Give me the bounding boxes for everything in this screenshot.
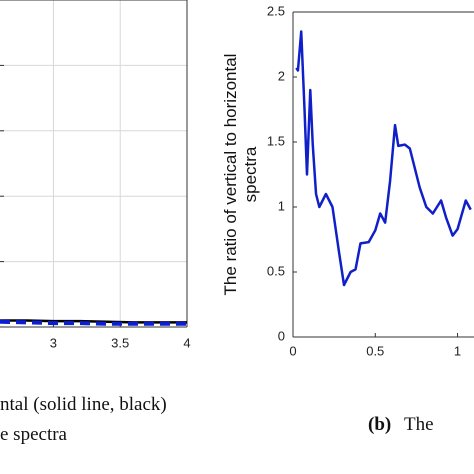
- x-tick-label: 1: [454, 343, 461, 358]
- x-tick-label: 3.5: [111, 335, 129, 350]
- caption-label: (b): [368, 414, 391, 435]
- caption-line: e spectra: [0, 424, 68, 445]
- x-tick-label: 4: [183, 335, 190, 350]
- y-tick-label: 2.5: [267, 3, 285, 18]
- x-tick-label: 0.5: [366, 343, 384, 358]
- x-tick-label: 0: [289, 343, 296, 358]
- data-line: [295, 30, 472, 287]
- data-line: [0, 319, 187, 324]
- y-tick-label: 0: [278, 328, 285, 343]
- y-tick-label: 1.5: [267, 133, 285, 148]
- caption-line: ntal (solid line, black): [0, 394, 167, 415]
- x-tick-label: 3: [50, 335, 57, 350]
- y-tick-label: 1: [278, 198, 285, 213]
- y-tick-label: 0.5: [267, 263, 285, 278]
- y-axis-label: spectra: [241, 146, 260, 202]
- y-tick-label: 2: [278, 68, 285, 83]
- caption-text: The: [404, 414, 434, 435]
- y-axis-label: The ratio of vertical to horizontal: [221, 54, 240, 296]
